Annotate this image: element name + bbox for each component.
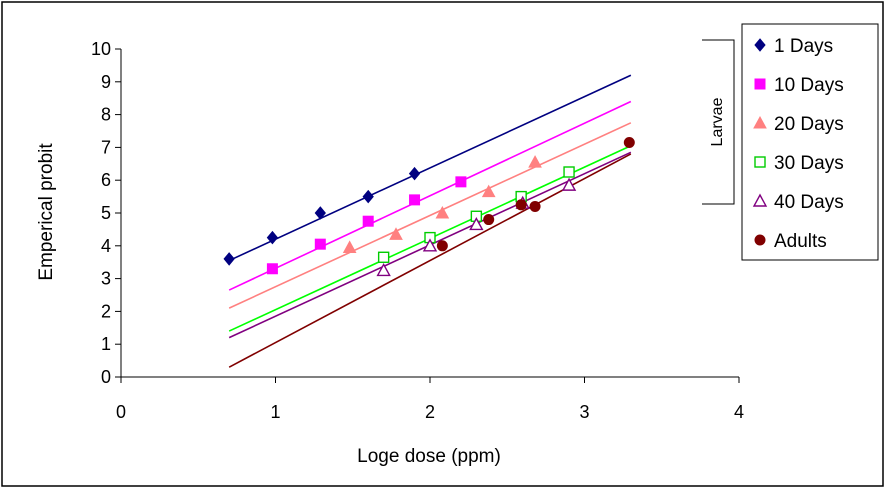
data-point — [455, 176, 467, 188]
data-point — [483, 214, 495, 226]
y-axis-title: Emperical probit — [36, 143, 57, 281]
y-tick-label: 10 — [91, 39, 111, 59]
data-point — [362, 189, 374, 204]
fit-line — [228, 100, 632, 291]
larvae-bracket-line — [702, 39, 735, 205]
data-point — [314, 238, 326, 250]
data-point — [266, 263, 278, 275]
data-point — [266, 230, 279, 245]
y-tick-label: 9 — [101, 72, 111, 92]
data-point — [377, 251, 390, 263]
data-point — [435, 205, 450, 219]
legend: 1 Days 10 Days 20 Days 30 Days 40 Days Adults — [741, 23, 879, 261]
data-point — [563, 166, 575, 178]
y-tick-label: 5 — [101, 203, 111, 223]
legend-box — [741, 23, 879, 261]
y-tick-label: 6 — [101, 170, 111, 190]
data-point — [362, 215, 374, 227]
legend-marker — [754, 234, 766, 246]
data-point — [528, 155, 542, 168]
data-point — [422, 238, 438, 252]
y-tick-label: 0 — [101, 367, 111, 387]
y-tick-label: 2 — [101, 301, 111, 321]
y-tick-label: 3 — [101, 269, 111, 289]
x-tick-label: 3 — [579, 402, 589, 422]
legend-label: 1 Days — [774, 36, 833, 57]
x-tick-label: 2 — [425, 402, 435, 422]
data-point — [409, 194, 421, 206]
data-point — [223, 252, 235, 266]
legend-label: 20 Days — [774, 114, 844, 135]
data-point — [376, 262, 391, 277]
legend-marker — [754, 38, 766, 52]
axes: 0 1 2 3 4 5 6 7 8 9 10 0 1 2 3 4 — [91, 39, 744, 422]
data-point — [342, 240, 357, 253]
legend-marker — [753, 115, 767, 129]
data-point — [481, 184, 496, 198]
y-tick-label: 8 — [101, 105, 111, 125]
y-tick-label: 1 — [101, 334, 111, 354]
x-tick-label: 4 — [734, 402, 744, 422]
legend-label: 30 Days — [774, 153, 844, 174]
x-tick-label: 0 — [116, 402, 126, 422]
larvae-bracket: Larvae — [702, 39, 735, 205]
legend-marker — [754, 156, 766, 168]
data-point — [408, 166, 421, 181]
data-point — [515, 199, 527, 211]
larvae-bracket-label: Larvae — [709, 97, 726, 146]
data-points — [223, 136, 635, 277]
data-point — [436, 240, 448, 252]
data-point — [623, 136, 635, 148]
data-point — [561, 177, 577, 191]
x-axis-title: Loge dose (ppm) — [357, 446, 501, 467]
legend-label: 40 Days — [774, 192, 844, 213]
x-tick-label: 1 — [270, 402, 280, 422]
data-point — [389, 227, 403, 240]
legend-label: 10 Days — [774, 75, 844, 96]
data-point — [469, 217, 484, 231]
legend-marker — [754, 78, 766, 90]
fit-line — [228, 74, 632, 262]
data-point — [529, 200, 541, 212]
legend-label: Adults — [774, 231, 827, 252]
data-point — [314, 206, 326, 220]
y-tick-label: 4 — [101, 236, 111, 256]
legend-marker — [752, 193, 768, 207]
fit-line — [228, 122, 632, 309]
y-tick-label: 7 — [101, 137, 111, 157]
